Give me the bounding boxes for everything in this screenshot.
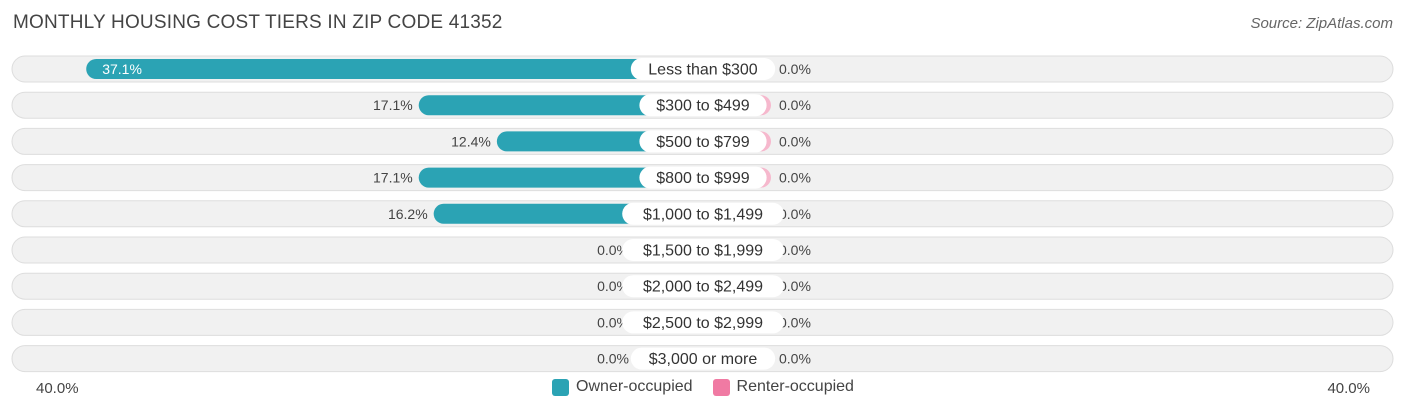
category-pill	[639, 166, 767, 189]
renter-value-label: 0.0%	[779, 133, 811, 149]
owner-bar	[86, 59, 713, 79]
legend-renter-label: Renter-occupied	[736, 378, 854, 395]
category-label: $2,500 to $2,999	[643, 315, 763, 332]
owner-value-label: 12.4%	[451, 133, 491, 149]
chart-row: 16.2% 0.0% $1,000 to $1,499	[11, 200, 1394, 228]
owner-bar	[418, 167, 713, 188]
axis-left-label: 40.0%	[36, 380, 79, 397]
owner-value-label: 37.1%	[102, 61, 142, 77]
category-pill	[622, 202, 784, 225]
category-pill	[639, 94, 767, 117]
renter-value-label: 0.0%	[779, 351, 811, 367]
chart-row: 0.0% 0.0% $1,500 to $1,999	[11, 236, 1394, 264]
chart-row: 0.0% 0.0% $2,000 to $2,499	[11, 272, 1394, 300]
owner-value-label: 0.0%	[597, 351, 629, 367]
renter-swatch	[712, 378, 730, 396]
owner-value-label: 17.1%	[373, 97, 413, 113]
category-label: $800 to $999	[656, 170, 750, 187]
category-label: $2,000 to $2,499	[643, 279, 763, 296]
renter-value-label: 0.0%	[779, 170, 811, 186]
owner-swatch	[552, 378, 570, 396]
owner-value-label: 0.0%	[597, 314, 629, 330]
source-credit: Source: ZipAtlas.com	[1250, 15, 1393, 32]
category-label: $500 to $799	[656, 134, 750, 151]
legend-item-renter: Renter-occupied	[712, 378, 854, 396]
chart-row: 17.1% 0.0% $800 to $999	[11, 164, 1394, 192]
category-label: $3,000 or more	[649, 351, 758, 368]
category-label: $300 to $499	[656, 98, 750, 115]
renter-value-label: 0.0%	[779, 97, 811, 113]
owner-value-label: 17.1%	[373, 170, 413, 186]
category-label: Less than $300	[648, 62, 758, 79]
category-pill	[622, 311, 784, 334]
category-label: $1,000 to $1,499	[643, 206, 763, 223]
category-pill	[630, 58, 776, 80]
owner-value-label: 0.0%	[597, 278, 629, 294]
chart-row: 0.0% 0.0% $3,000 or more	[11, 345, 1394, 373]
axis-right-label: 40.0%	[1327, 380, 1370, 397]
owner-value-label: 0.0%	[597, 242, 629, 258]
category-pill	[639, 130, 767, 153]
category-pill	[622, 275, 784, 298]
chart-row: 37.1% 0.0% Less than $300	[11, 55, 1394, 83]
legend-item-owner: Owner-occupied	[552, 378, 693, 396]
renter-value-label: 0.0%	[779, 314, 811, 330]
category-label: $1,500 to $1,999	[643, 243, 763, 260]
chart-row: 17.1% 0.0% $300 to $499	[11, 91, 1394, 119]
legend-owner-label: Owner-occupied	[576, 378, 693, 395]
category-pill	[630, 347, 776, 370]
owner-value-label: 16.2%	[388, 206, 428, 222]
renter-value-label: 0.0%	[779, 206, 811, 222]
renter-value-label: 0.0%	[779, 61, 811, 77]
category-pill	[622, 239, 784, 261]
owner-bar	[418, 95, 713, 116]
chart-row: 12.4% 0.0% $500 to $799	[11, 127, 1394, 155]
renter-value-label: 0.0%	[779, 242, 811, 258]
chart-row: 0.0% 0.0% $2,500 to $2,999	[11, 308, 1394, 336]
chart-legend: Owner-occupied Renter-occupied	[0, 378, 1406, 396]
renter-value-label: 0.0%	[779, 278, 811, 294]
chart-title: MONTHLY HOUSING COST TIERS IN ZIP CODE 4…	[13, 12, 503, 33]
